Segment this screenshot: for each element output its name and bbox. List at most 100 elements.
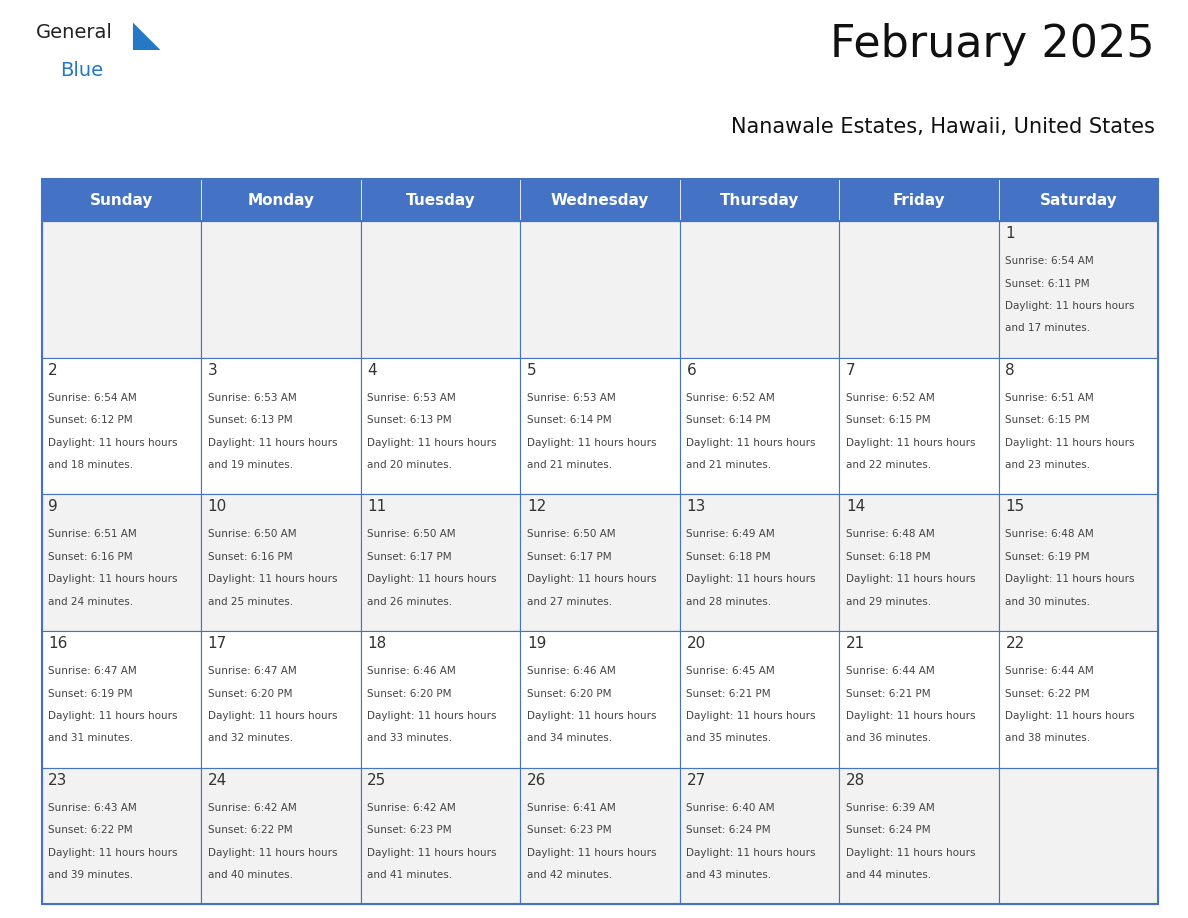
FancyBboxPatch shape	[201, 631, 361, 767]
Text: Sunrise: 6:47 AM: Sunrise: 6:47 AM	[208, 666, 297, 676]
Text: Sunrise: 6:44 AM: Sunrise: 6:44 AM	[1005, 666, 1094, 676]
FancyBboxPatch shape	[520, 494, 680, 631]
Text: Daylight: 11 hours hours: Daylight: 11 hours hours	[687, 847, 816, 857]
FancyBboxPatch shape	[361, 179, 520, 221]
Text: Sunset: 6:12 PM: Sunset: 6:12 PM	[49, 415, 133, 425]
Text: Sunset: 6:13 PM: Sunset: 6:13 PM	[367, 415, 451, 425]
FancyBboxPatch shape	[42, 358, 201, 494]
Text: Sunrise: 6:50 AM: Sunrise: 6:50 AM	[208, 530, 297, 540]
Text: Sunset: 6:13 PM: Sunset: 6:13 PM	[208, 415, 292, 425]
Text: and 28 minutes.: and 28 minutes.	[687, 597, 771, 607]
Text: and 23 minutes.: and 23 minutes.	[1005, 460, 1091, 470]
Text: Daylight: 11 hours hours: Daylight: 11 hours hours	[846, 711, 975, 721]
Text: Daylight: 11 hours hours: Daylight: 11 hours hours	[526, 711, 657, 721]
Text: Daylight: 11 hours hours: Daylight: 11 hours hours	[367, 438, 497, 448]
FancyBboxPatch shape	[520, 358, 680, 494]
Text: Sunrise: 6:45 AM: Sunrise: 6:45 AM	[687, 666, 775, 676]
Text: 4: 4	[367, 363, 377, 378]
Text: Sunset: 6:18 PM: Sunset: 6:18 PM	[687, 552, 771, 562]
FancyBboxPatch shape	[361, 221, 520, 358]
Text: and 26 minutes.: and 26 minutes.	[367, 597, 453, 607]
Text: 12: 12	[526, 499, 546, 514]
Text: 19: 19	[526, 636, 546, 651]
Text: Sunset: 6:20 PM: Sunset: 6:20 PM	[208, 688, 292, 699]
Text: Thursday: Thursday	[720, 193, 800, 207]
FancyBboxPatch shape	[680, 494, 839, 631]
FancyBboxPatch shape	[680, 221, 839, 358]
Text: and 33 minutes.: and 33 minutes.	[367, 733, 453, 744]
FancyBboxPatch shape	[520, 631, 680, 767]
Text: 15: 15	[1005, 499, 1025, 514]
FancyBboxPatch shape	[201, 179, 361, 221]
Text: and 36 minutes.: and 36 minutes.	[846, 733, 931, 744]
FancyBboxPatch shape	[520, 179, 680, 221]
FancyBboxPatch shape	[42, 631, 201, 767]
FancyBboxPatch shape	[999, 631, 1158, 767]
Text: and 31 minutes.: and 31 minutes.	[49, 733, 133, 744]
Text: Daylight: 11 hours hours: Daylight: 11 hours hours	[526, 438, 657, 448]
FancyBboxPatch shape	[839, 631, 999, 767]
Text: Daylight: 11 hours hours: Daylight: 11 hours hours	[846, 438, 975, 448]
FancyBboxPatch shape	[361, 494, 520, 631]
FancyBboxPatch shape	[42, 494, 201, 631]
Text: 1: 1	[1005, 226, 1015, 241]
Text: Sunset: 6:16 PM: Sunset: 6:16 PM	[49, 552, 133, 562]
Text: Daylight: 11 hours hours: Daylight: 11 hours hours	[1005, 301, 1135, 311]
FancyBboxPatch shape	[42, 179, 201, 221]
Text: 6: 6	[687, 363, 696, 378]
Text: Sunset: 6:14 PM: Sunset: 6:14 PM	[526, 415, 612, 425]
Text: and 43 minutes.: and 43 minutes.	[687, 870, 771, 880]
Text: and 24 minutes.: and 24 minutes.	[49, 597, 133, 607]
Text: Sunset: 6:22 PM: Sunset: 6:22 PM	[49, 825, 133, 835]
Text: and 32 minutes.: and 32 minutes.	[208, 733, 293, 744]
Text: Sunset: 6:15 PM: Sunset: 6:15 PM	[1005, 415, 1091, 425]
Text: 23: 23	[49, 773, 68, 788]
FancyBboxPatch shape	[839, 494, 999, 631]
Text: Saturday: Saturday	[1040, 193, 1118, 207]
Text: Sunrise: 6:46 AM: Sunrise: 6:46 AM	[367, 666, 456, 676]
Text: Sunrise: 6:41 AM: Sunrise: 6:41 AM	[526, 802, 615, 812]
FancyBboxPatch shape	[42, 221, 201, 358]
Text: Sunset: 6:18 PM: Sunset: 6:18 PM	[846, 552, 930, 562]
Text: Daylight: 11 hours hours: Daylight: 11 hours hours	[687, 711, 816, 721]
Text: and 35 minutes.: and 35 minutes.	[687, 733, 771, 744]
Text: 3: 3	[208, 363, 217, 378]
Text: Sunset: 6:19 PM: Sunset: 6:19 PM	[1005, 552, 1091, 562]
Text: 11: 11	[367, 499, 386, 514]
Text: February 2025: February 2025	[830, 23, 1155, 66]
FancyBboxPatch shape	[201, 494, 361, 631]
Text: Sunrise: 6:48 AM: Sunrise: 6:48 AM	[1005, 530, 1094, 540]
Text: Daylight: 11 hours hours: Daylight: 11 hours hours	[526, 847, 657, 857]
FancyBboxPatch shape	[999, 767, 1158, 904]
Text: Daylight: 11 hours hours: Daylight: 11 hours hours	[367, 575, 497, 585]
Text: Sunrise: 6:54 AM: Sunrise: 6:54 AM	[1005, 256, 1094, 266]
FancyBboxPatch shape	[680, 358, 839, 494]
Text: Daylight: 11 hours hours: Daylight: 11 hours hours	[846, 575, 975, 585]
Text: 8: 8	[1005, 363, 1015, 378]
Text: Daylight: 11 hours hours: Daylight: 11 hours hours	[208, 847, 337, 857]
Text: Sunrise: 6:42 AM: Sunrise: 6:42 AM	[367, 802, 456, 812]
Text: 5: 5	[526, 363, 537, 378]
Text: Sunset: 6:21 PM: Sunset: 6:21 PM	[687, 688, 771, 699]
Text: Daylight: 11 hours hours: Daylight: 11 hours hours	[208, 575, 337, 585]
Text: 28: 28	[846, 773, 865, 788]
Text: Sunset: 6:24 PM: Sunset: 6:24 PM	[846, 825, 930, 835]
Text: and 18 minutes.: and 18 minutes.	[49, 460, 133, 470]
Text: Daylight: 11 hours hours: Daylight: 11 hours hours	[49, 711, 178, 721]
Text: General: General	[36, 23, 113, 41]
Text: Daylight: 11 hours hours: Daylight: 11 hours hours	[367, 847, 497, 857]
FancyBboxPatch shape	[361, 631, 520, 767]
Text: Sunset: 6:14 PM: Sunset: 6:14 PM	[687, 415, 771, 425]
Text: Sunset: 6:23 PM: Sunset: 6:23 PM	[526, 825, 612, 835]
FancyBboxPatch shape	[201, 358, 361, 494]
FancyBboxPatch shape	[839, 358, 999, 494]
Text: 25: 25	[367, 773, 386, 788]
Text: Daylight: 11 hours hours: Daylight: 11 hours hours	[846, 847, 975, 857]
FancyBboxPatch shape	[839, 221, 999, 358]
Text: Sunset: 6:17 PM: Sunset: 6:17 PM	[367, 552, 451, 562]
Text: Daylight: 11 hours hours: Daylight: 11 hours hours	[687, 438, 816, 448]
Text: and 30 minutes.: and 30 minutes.	[1005, 597, 1091, 607]
FancyBboxPatch shape	[680, 767, 839, 904]
FancyBboxPatch shape	[839, 767, 999, 904]
Text: 17: 17	[208, 636, 227, 651]
